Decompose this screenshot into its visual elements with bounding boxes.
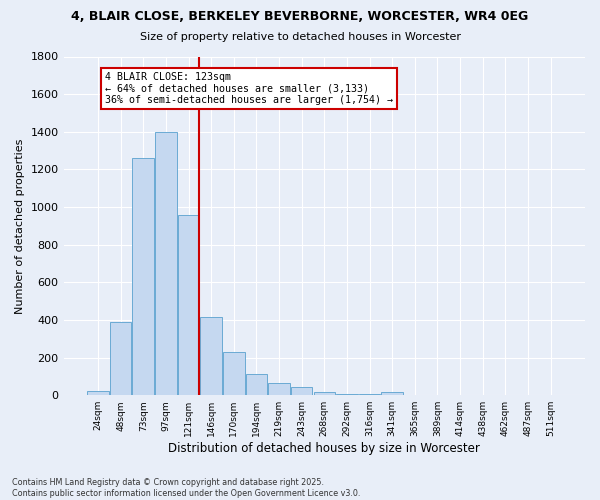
X-axis label: Distribution of detached houses by size in Worcester: Distribution of detached houses by size …	[169, 442, 480, 455]
Bar	[200, 317, 222, 395]
Bar	[268, 383, 290, 395]
Text: 4, BLAIR CLOSE, BERKELEY BEVERBORNE, WORCESTER, WR4 0EG: 4, BLAIR CLOSE, BERKELEY BEVERBORNE, WOR…	[71, 10, 529, 23]
Bar	[87, 390, 109, 395]
Text: Contains HM Land Registry data © Crown copyright and database right 2025.
Contai: Contains HM Land Registry data © Crown c…	[12, 478, 361, 498]
Bar	[178, 214, 199, 395]
Text: 4 BLAIR CLOSE: 123sqm
← 64% of detached houses are smaller (3,133)
36% of semi-d: 4 BLAIR CLOSE: 123sqm ← 64% of detached …	[105, 72, 393, 105]
Bar	[404, 394, 425, 395]
Bar	[245, 374, 267, 395]
Y-axis label: Number of detached properties: Number of detached properties	[15, 138, 25, 314]
Bar	[133, 158, 154, 395]
Bar	[223, 352, 245, 395]
Bar	[359, 394, 380, 395]
Bar	[155, 132, 176, 395]
Text: Size of property relative to detached houses in Worcester: Size of property relative to detached ho…	[139, 32, 461, 42]
Bar	[291, 386, 313, 395]
Bar	[110, 322, 131, 395]
Bar	[336, 394, 358, 395]
Bar	[427, 394, 448, 395]
Bar	[314, 392, 335, 395]
Bar	[382, 392, 403, 395]
